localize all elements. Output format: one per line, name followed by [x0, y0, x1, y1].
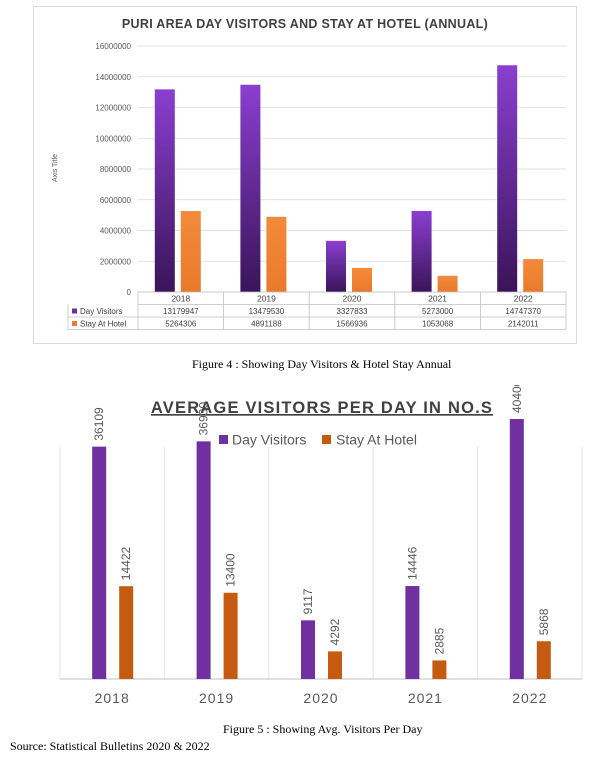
source-note: Source: Statistical Bulletins 2020 & 202… [10, 739, 210, 753]
chart1-ytick-label: 16000000 [95, 42, 131, 51]
chart1-ytick-label: 8000000 [100, 165, 132, 174]
chart2-category-label: 2021 [408, 690, 443, 706]
chart1-legend-key [72, 308, 77, 314]
chart1-legend-label: Day Visitors [80, 307, 123, 316]
chart1-bar-day-visitors [154, 89, 175, 293]
chart2-category-label: 2022 [512, 690, 547, 706]
chart1-table-value: 2142011 [508, 320, 539, 329]
chart1-category-label: 2022 [514, 294, 533, 304]
chart2-svg: AVERAGE VISITORS PER DAY IN NO.S Day Vis… [59, 385, 583, 706]
chart2-bar-stay-at-hotel [223, 592, 238, 679]
chart2-title: AVERAGE VISITORS PER DAY IN NO.S [151, 399, 493, 417]
chart1-table-value: 5264306 [165, 320, 197, 329]
chart1-ytick-label: 12000000 [95, 104, 131, 113]
chart2-legend-label: Day Visitors [232, 432, 306, 448]
chart1-title: PURI AREA DAY VISITORS AND STAY AT HOTEL… [122, 17, 488, 31]
chart2-data-label: 4292 [328, 618, 342, 645]
chart1-bar-day-visitors [497, 65, 518, 292]
chart1-bar-stay-at-hotel [266, 216, 287, 292]
chart1-legend-label: Stay At Hotel [80, 320, 126, 329]
chart2-bar-stay-at-hotel [536, 641, 551, 679]
chart1-table-value: 13479530 [249, 307, 285, 316]
chart1-svg: PURI AREA DAY VISITORS AND STAY AT HOTEL… [52, 17, 567, 330]
chart2-bar-stay-at-hotel [328, 651, 342, 679]
chart1-category-label: 2021 [428, 294, 447, 304]
chart1-ytick-label: 4000000 [100, 227, 132, 236]
figure4-caption: Figure 4 : Showing Day Visitors & Hotel … [192, 357, 452, 371]
chart1-table-value: 14747370 [505, 307, 541, 316]
chart1-bar-day-visitors [326, 240, 346, 292]
chart2-bar-day-visitors [405, 586, 420, 679]
chart2-category-label: 2020 [303, 690, 338, 706]
chart2-data-label: 14422 [119, 546, 133, 580]
chart1-ytick-label: 0 [127, 288, 132, 297]
chart2-legend-key [322, 435, 331, 444]
chart1-category-label: 2020 [343, 294, 362, 304]
chart1-frame [33, 6, 577, 344]
chart1-table-value: 4891188 [251, 320, 282, 329]
chart2-data-label: 40400 [510, 385, 524, 413]
chart1-legend-key [72, 321, 77, 326]
chart2-bar-day-visitors [92, 446, 107, 679]
chart1-ytick-label: 14000000 [95, 73, 131, 82]
chart2-data-label: 36109 [92, 407, 106, 441]
chart1-category-label: 2019 [257, 294, 276, 304]
chart2-bar-day-visitors [301, 620, 315, 679]
figure5-caption: Figure 5 : Showing Avg. Visitors Per Day [223, 722, 423, 736]
chart2-data-label: 5868 [537, 608, 551, 635]
chart2-data-label: 13400 [224, 553, 238, 587]
chart2-category-label: 2019 [199, 690, 234, 706]
chart2-data-label: 9117 [301, 588, 315, 614]
chart1-table-value: 1053068 [422, 320, 454, 329]
chart1-bar-day-visitors [240, 84, 261, 292]
chart2-data-label: 14446 [405, 546, 419, 580]
chart1-ytick-label: 6000000 [100, 196, 132, 205]
chart1-table-value: 13179947 [163, 307, 199, 316]
chart2-data-label: 36930 [197, 402, 211, 436]
chart2-bar-stay-at-hotel [119, 586, 134, 679]
chart1-bar-stay-at-hotel [523, 259, 544, 292]
chart2-bar-stay-at-hotel [432, 660, 447, 679]
chart1-bar-stay-at-hotel [437, 275, 458, 292]
chart1-bar-day-visitors [411, 210, 432, 292]
chart2-legend-label: Stay At Hotel [336, 432, 417, 448]
chart1-ytick-label: 2000000 [100, 257, 132, 266]
chart1-ylabel: Axis Title [52, 154, 59, 182]
chart1-table-value: 5273000 [422, 307, 454, 316]
chart2-data-label: 2885 [432, 627, 446, 654]
chart2-category-label: 2018 [95, 690, 130, 706]
chart1-table-value: 3327833 [336, 307, 368, 316]
chart1-bar-stay-at-hotel [352, 267, 372, 292]
chart2-legend-key [219, 435, 228, 444]
chart1-bar-stay-at-hotel [180, 211, 201, 292]
chart1-table-value: 1566936 [336, 320, 368, 329]
chart1-category-label: 2018 [171, 294, 190, 304]
chart2-bar-day-visitors [509, 419, 524, 679]
chart2-bar-day-visitors [196, 441, 211, 679]
chart1-ytick-label: 10000000 [95, 134, 131, 143]
